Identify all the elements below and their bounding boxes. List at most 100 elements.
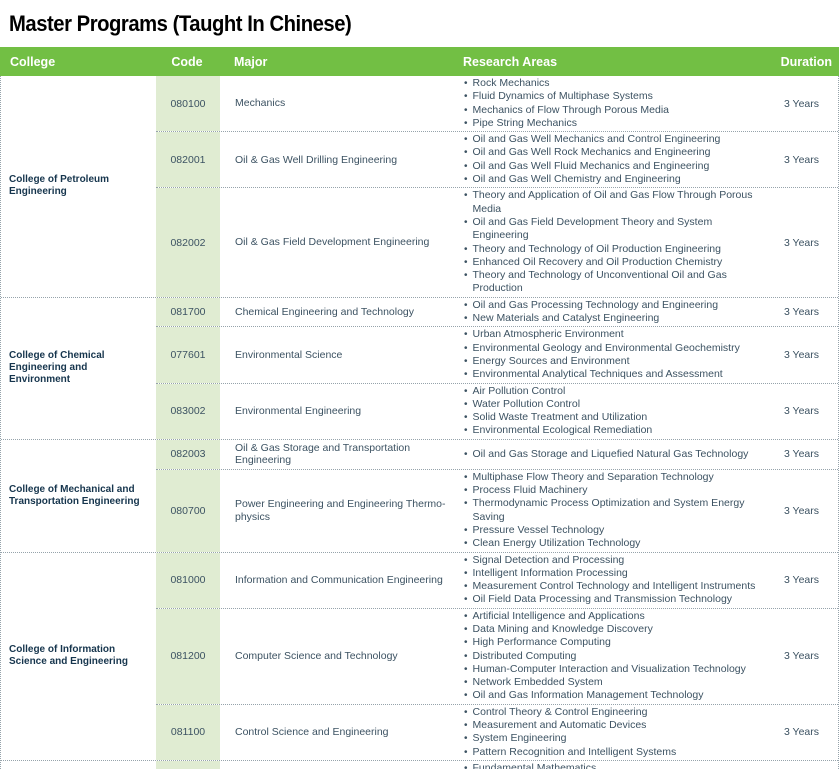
bullet-icon: •	[464, 762, 468, 769]
research-area-item: • Oil and Gas Field Development Theory an…	[462, 216, 769, 243]
research-area-text: Oil and Gas Well Rock Mechanics and Engi…	[472, 146, 711, 159]
research-area-item: • Theory and Technology of Oil Production…	[462, 243, 769, 256]
bullet-icon: •	[464, 369, 468, 381]
bullet-icon: •	[464, 190, 468, 202]
college-rows: 070100Mathematics • Fundamental Mathematic…	[156, 760, 838, 769]
code-cell: 081200	[156, 608, 220, 704]
column-header-code: Code	[171, 54, 203, 69]
research-area-text: Oil and Gas Well Mechanics and Control E…	[472, 133, 721, 146]
research-area-item: • Oil and Gas Information Management Tech…	[462, 689, 769, 702]
research-area-item: • Artificial Intelligence and Application…	[462, 610, 769, 623]
research-area-text: Urban Atmospheric Environment	[472, 328, 624, 341]
bullet-icon: •	[464, 270, 468, 282]
college-name: College of Petroleum Engineering	[9, 174, 110, 198]
research-area-item: • Measurement Control Technology and Inte…	[462, 580, 769, 593]
college-group: College of Mechanical and Transportation…	[1, 439, 838, 553]
bullet-icon: •	[464, 91, 468, 103]
research-area-item: • Intelligent Information Processing	[462, 567, 769, 580]
major-cell: Mechanics	[235, 97, 286, 110]
bullet-icon: •	[464, 677, 468, 689]
college-group: College of Science070100Mathematics • Fund…	[1, 760, 838, 769]
code-cell: 080100	[156, 76, 220, 132]
research-area-text: Rock Mechanics	[472, 77, 550, 89]
table-row: 082002 Oil & Gas Field Development Engine…	[156, 187, 838, 297]
research-areas-cell: • Multiphase Flow Theory and Separation T…	[456, 470, 769, 552]
research-area-item: • Oil and Gas Processing Technology and E…	[462, 299, 769, 312]
research-area-text: Energy Sources and Environment	[472, 354, 630, 367]
bullet-icon: •	[464, 498, 468, 510]
table-row: 070100Mathematics • Fundamental Mathematic…	[156, 760, 838, 769]
bullet-icon: •	[464, 398, 468, 410]
table-row: 081000 Information and Communication Engi…	[156, 552, 838, 608]
research-area-item: • Data Mining and Knowledge Discovery	[462, 623, 769, 636]
bullet-icon: •	[464, 329, 468, 341]
research-area-text: Theory and Technology of Unconventional …	[472, 269, 727, 295]
research-area-text: Pressure Vessel Technology	[472, 523, 605, 536]
research-area-text: Theory and Application of Oil and Gas Fl…	[472, 189, 753, 215]
college-group: College of Information Science and Engin…	[1, 552, 838, 761]
duration-cell: 3 Years	[783, 405, 820, 418]
duration-cell: 3 Years	[783, 236, 820, 249]
research-area-item: • Pressure Vessel Technology	[462, 524, 769, 537]
research-area-text: High Performance Computing	[472, 636, 611, 649]
research-area-item: • Oil and Gas Well Rock Mechanics and Eng…	[462, 146, 769, 159]
research-area-text: Intelligent Information Processing	[472, 566, 628, 579]
duration-cell: 3 Years	[783, 153, 820, 166]
research-areas-cell: • Control Theory & Control Engineering • Me…	[456, 705, 769, 760]
research-area-text: Distributed Computing	[472, 649, 577, 662]
bullet-icon: •	[464, 117, 468, 129]
research-area-item: • Solid Waste Treatment and Utilization	[462, 411, 769, 424]
table-row: 080700 Power Engineering and Engineering …	[156, 468, 838, 552]
code-cell: 080700	[156, 469, 220, 552]
duration-cell: 3 Years	[783, 726, 820, 739]
college-name: College of Mechanical and Transportation…	[9, 483, 140, 507]
bullet-icon: •	[464, 610, 468, 622]
college-group: College of Petroleum Engineering 080100 Me…	[1, 76, 838, 298]
duration-cell: 3 Years	[769, 761, 838, 769]
research-area-item: • Oil and Gas Well Chemistry and Engineer…	[462, 173, 769, 186]
research-area-item: • Process Fluid Machinery	[462, 484, 769, 497]
research-area-text: New Materials and Catalyst Engineering	[472, 312, 660, 325]
bullet-icon: •	[464, 581, 468, 593]
research-area-text: Pipe String Mechanics	[472, 116, 577, 129]
bullet-icon: •	[464, 650, 468, 662]
college-name: College of Science	[1, 761, 156, 769]
research-area-text: Human-Computer Interaction and Visualiza…	[472, 662, 746, 675]
table-row: 081700 Chemical Engineering and Technolog…	[156, 297, 838, 327]
research-area-item: • Clean Energy Utilization Technology	[462, 537, 769, 550]
bullet-icon: •	[464, 78, 468, 89]
research-area-item: • Environmental Ecological Remediation	[462, 424, 769, 437]
duration-cell: 3 Years	[783, 574, 820, 587]
research-area-item: • Human-Computer Interaction and Visualiz…	[462, 663, 769, 676]
major-cell: Environmental Engineering	[235, 404, 362, 417]
bullet-icon: •	[464, 720, 468, 732]
table-row: 082001 Oil & Gas Well Drilling Engineerin…	[156, 131, 838, 188]
bullet-icon: •	[464, 538, 468, 550]
code-cell: 077601	[156, 327, 220, 383]
research-area-text: Theory and Technology of Oil Production …	[472, 242, 721, 255]
table-row: 081200 Computer Science and Technology • Ar…	[156, 607, 838, 704]
research-area-item: • Rock Mechanics	[462, 77, 769, 90]
research-area-text: Data Mining and Knowledge Discovery	[472, 622, 653, 635]
major-cell: Mathematics	[220, 761, 456, 769]
bullet-icon: •	[464, 690, 468, 702]
research-area-item: • Environmental Analytical Techniques and…	[462, 368, 769, 381]
code-cell: 083002	[156, 383, 220, 439]
college-group: College of Chemical Engineering and Envi…	[1, 297, 838, 440]
research-area-text: Signal Detection and Processing	[472, 553, 625, 566]
code-cell: 081100	[156, 704, 220, 760]
bullet-icon: •	[464, 299, 468, 311]
research-area-item: • New Materials and Catalyst Engineering	[462, 312, 769, 325]
bullet-icon: •	[464, 385, 468, 397]
research-areas-cell: • Theory and Application of Oil and Gas F…	[456, 188, 769, 296]
research-areas-cell: • Urban Atmospheric Environment • Environme…	[456, 327, 769, 382]
bullet-icon: •	[464, 134, 468, 146]
major-cell: Oil & Gas Storage and Transportation Eng…	[235, 441, 411, 467]
research-area-text: Environmental Ecological Remediation	[472, 424, 653, 437]
major-cell: Control Science and Engineering	[235, 726, 389, 739]
research-area-item: • System Engineering	[462, 732, 769, 745]
research-area-text: Oil and Gas Field Development Theory and…	[472, 215, 713, 242]
table-row: 080100 Mechanics • Rock Mechanics • Fluid Dyn…	[156, 76, 838, 132]
column-header-major: Major	[234, 54, 268, 69]
